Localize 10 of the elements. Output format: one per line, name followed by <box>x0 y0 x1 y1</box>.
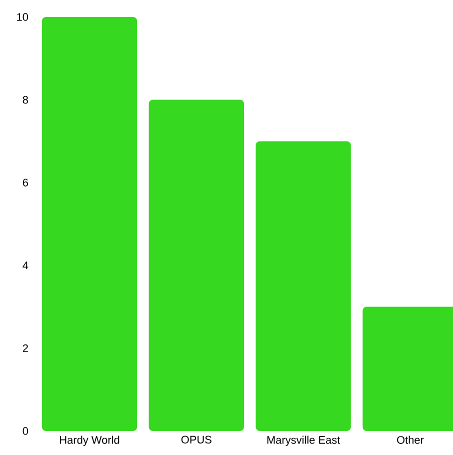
y-tick-label: 10 <box>17 13 28 21</box>
y-tick-label: 2 <box>22 344 28 352</box>
x-tick-label: Hardy World <box>60 436 120 446</box>
y-tick-label: 6 <box>22 178 28 186</box>
y-tick-label: 0 <box>22 427 28 435</box>
x-tick-label: Other <box>397 436 424 444</box>
y-tick-label: 4 <box>22 262 28 270</box>
x-tick-label: OPUS <box>181 436 212 444</box>
x-tick-label: Marysville East <box>267 436 340 446</box>
y-tick-label: 8 <box>22 96 28 104</box>
